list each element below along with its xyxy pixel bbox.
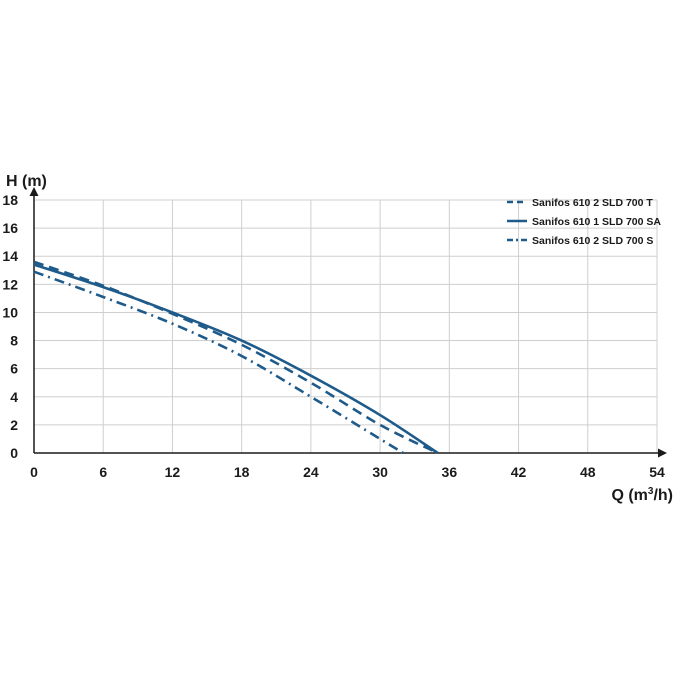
x-tick-label: 6 — [99, 464, 107, 480]
x-tick-label: 0 — [30, 464, 38, 480]
y-tick-label: 12 — [2, 276, 18, 292]
x-tick-label: 42 — [511, 464, 527, 480]
grid — [34, 199, 658, 453]
x-tick-labels: 0 6 12 18 24 30 36 42 48 54 — [30, 464, 665, 480]
y-tick-label: 10 — [2, 304, 18, 320]
y-tick-label: 8 — [10, 333, 18, 349]
series-line-3 — [33, 270, 404, 455]
axes — [29, 187, 667, 458]
x-tick-label: 48 — [580, 464, 596, 480]
y-tick-label: 4 — [10, 389, 18, 405]
x-tick-label: 36 — [442, 464, 458, 480]
x-axis-title: Q (m3/h) — [611, 486, 673, 504]
x-tick-label: 30 — [372, 464, 388, 480]
x-tick-label: 18 — [234, 464, 250, 480]
series-line-2 — [33, 263, 439, 455]
legend-label: Sanifos 610 2 SLD 700 S — [532, 235, 653, 247]
legend-label: Sanifos 610 1 SLD 700 SA — [532, 216, 661, 228]
x-tick-label: 24 — [303, 464, 319, 480]
y-tick-label: 18 — [2, 192, 18, 208]
series-line-1 — [33, 260, 439, 455]
legend: Sanifos 610 2 SLD 700 T Sanifos 610 1 SLD… — [507, 197, 661, 247]
y-tick-labels: 0 2 4 6 8 10 12 14 16 18 — [2, 192, 18, 461]
y-tick-label: 16 — [2, 220, 18, 236]
x-axis-arrow — [658, 448, 667, 458]
x-tick-label: 54 — [649, 464, 665, 480]
x-tick-label: 12 — [165, 464, 181, 480]
y-tick-label: 2 — [10, 417, 18, 433]
y-tick-label: 14 — [2, 248, 18, 264]
y-axis-title: H (m) — [6, 173, 47, 190]
y-tick-label: 6 — [10, 361, 18, 377]
legend-label: Sanifos 610 2 SLD 700 T — [532, 197, 653, 209]
y-axis-arrow — [29, 187, 39, 196]
y-tick-label: 0 — [10, 445, 18, 461]
series-lines — [33, 260, 439, 455]
